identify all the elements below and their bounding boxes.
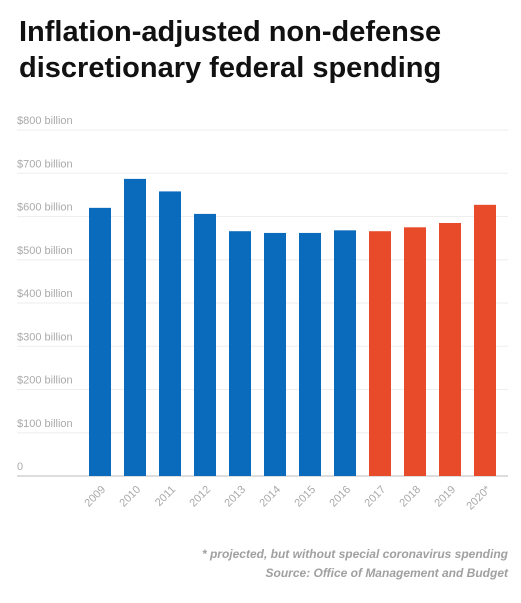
y-tick-label: $800 billion — [17, 115, 73, 127]
bar-2016 — [334, 230, 356, 476]
bar-chart: 0 $100 billion $200 billion $300 billion $40… — [17, 115, 508, 513]
bar-2017 — [369, 231, 391, 476]
x-axis-labels: 2009 2010 2011 2012 2013 2014 2015 2016 2017 2018… — [82, 483, 493, 512]
bar-2020-projected — [474, 204, 496, 476]
x-tick-label: 2011 — [153, 484, 178, 509]
x-tick-label: 2015 — [292, 484, 318, 510]
x-tick-label: 2010 — [117, 484, 143, 510]
x-tick-label: 2009 — [82, 484, 108, 510]
bar-2009 — [89, 207, 111, 476]
y-tick-label: $100 billion — [17, 418, 73, 430]
bars — [89, 178, 496, 477]
x-tick-label: 2016 — [327, 484, 353, 510]
x-tick-label: 2012 — [187, 484, 213, 510]
y-axis-labels: 0 $100 billion $200 billion $300 billion $40… — [17, 115, 73, 473]
bar-2014 — [264, 232, 286, 476]
chart-title: Inflation-adjusted non-defense discretio… — [19, 16, 442, 84]
y-tick-label: 0 — [17, 461, 23, 473]
bar-2013 — [229, 231, 251, 476]
x-tick-label: 2014 — [257, 484, 283, 510]
bar-2019 — [439, 222, 461, 476]
x-tick-label: 2020* — [464, 483, 493, 512]
bar-2011 — [159, 191, 181, 477]
x-tick-label: 2013 — [222, 484, 248, 510]
x-tick-label: 2018 — [397, 484, 423, 510]
y-tick-label: $300 billion — [17, 331, 73, 343]
bar-2015 — [299, 232, 321, 476]
bar-2012 — [194, 213, 216, 476]
y-tick-label: $700 billion — [17, 158, 73, 170]
y-tick-label: $600 billion — [17, 202, 73, 214]
x-tick-label: 2019 — [432, 484, 458, 510]
x-tick-label: 2017 — [362, 484, 388, 510]
y-tick-label: $400 billion — [17, 288, 73, 300]
y-tick-label: $200 billion — [17, 375, 73, 387]
source-note: Source: Office of Management and Budget — [265, 566, 508, 580]
footnote: * projected, but without special coronav… — [201, 547, 508, 561]
bar-2018 — [404, 227, 426, 476]
y-tick-label: $500 billion — [17, 245, 73, 257]
bar-2010 — [124, 178, 146, 476]
